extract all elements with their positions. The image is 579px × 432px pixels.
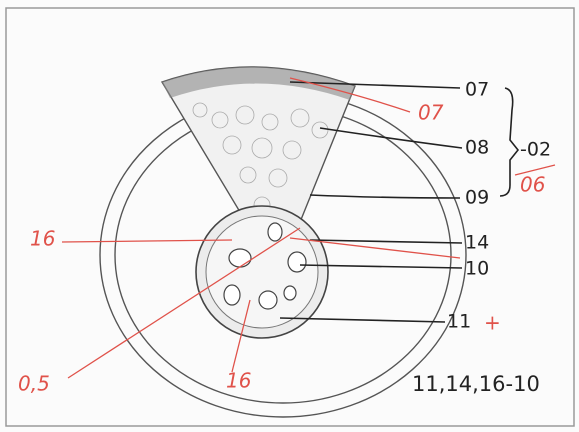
label: 09 bbox=[465, 187, 489, 209]
annotation: 16 bbox=[30, 227, 55, 251]
label: 14 bbox=[465, 232, 489, 254]
label: 10 bbox=[465, 258, 489, 280]
vessels bbox=[223, 222, 307, 310]
annotation: + bbox=[484, 311, 501, 335]
frame bbox=[5, 7, 575, 427]
stele-inner bbox=[205, 215, 319, 329]
cells bbox=[192, 102, 329, 214]
leader-lines bbox=[279, 81, 520, 323]
annotation: 06 bbox=[520, 173, 545, 197]
label: 11 bbox=[447, 311, 471, 333]
annotation-lines bbox=[61, 77, 556, 379]
wedge-cortex bbox=[162, 66, 355, 100]
label: 07 bbox=[465, 79, 489, 101]
formula: 11,14,16-10 bbox=[412, 372, 540, 396]
group-label: -02 bbox=[520, 139, 551, 161]
annotation: 0,5 bbox=[18, 372, 50, 396]
annotation: 07 bbox=[418, 101, 444, 125]
annotation: 16 bbox=[226, 369, 251, 393]
label: 08 bbox=[465, 137, 489, 159]
